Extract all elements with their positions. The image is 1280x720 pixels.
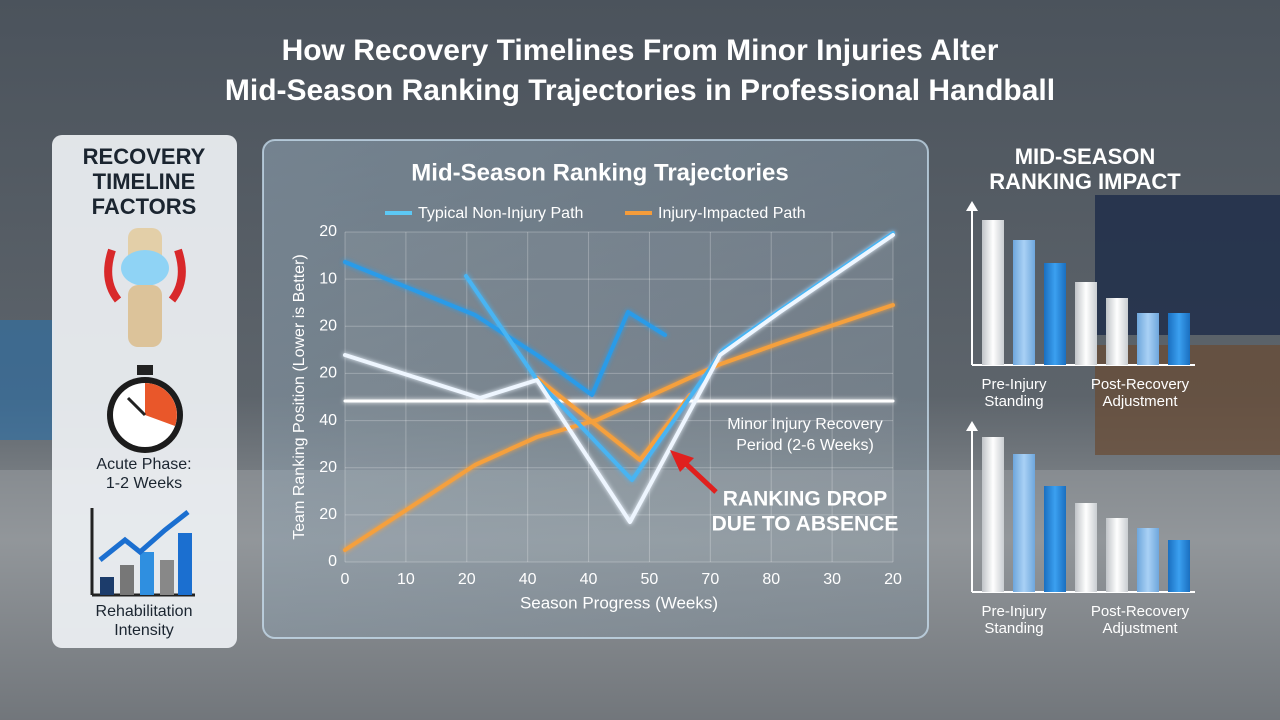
y-tick-label: 20	[319, 459, 337, 476]
trend-line	[535, 376, 692, 462]
mini-bar	[1013, 454, 1035, 592]
legend-label: Typical Non-Injury Path	[418, 205, 583, 222]
trend-line	[343, 303, 895, 552]
legend-label: Injury-Impacted Path	[658, 205, 806, 222]
mini-bar	[1137, 313, 1159, 365]
panel-title: FACTORS	[92, 194, 197, 219]
x-tick-label: 10	[397, 571, 415, 588]
y-tick-label: 40	[319, 412, 337, 429]
mini-bar	[1137, 528, 1159, 592]
mini-bar	[1106, 298, 1128, 365]
mini-bar	[1013, 240, 1035, 365]
mini-label: Adjustment	[1102, 393, 1178, 410]
x-tick-label: 20	[458, 571, 476, 588]
mini-label: Standing	[984, 393, 1043, 410]
y-tick-label: 20	[319, 318, 337, 335]
x-tick-label: 70	[701, 571, 719, 588]
mini-label: Standing	[984, 620, 1043, 637]
title: Mid-Season Ranking Trajectories in Profe…	[225, 74, 1055, 107]
x-tick-label: 0	[341, 571, 350, 588]
mini-bar	[1106, 518, 1128, 592]
item-label: 1-2 Weeks	[106, 475, 182, 492]
y-tick-label: 20	[319, 365, 337, 382]
panel-title: RANKING IMPACT	[989, 169, 1181, 194]
arrow	[670, 450, 718, 494]
mini-bar	[1075, 282, 1097, 365]
panel-title: RECOVERY	[83, 144, 206, 169]
y-tick-label: 20	[319, 223, 337, 240]
panel-title: MID-SEASON	[1015, 144, 1156, 169]
x-tick-label: 80	[762, 571, 780, 588]
title: How Recovery Timelines From Minor Injuri…	[282, 34, 999, 67]
trend-line	[343, 233, 895, 524]
annotation: Minor Injury Recovery	[727, 416, 883, 433]
x-axis-title: Season Progress (Weeks)	[520, 593, 718, 612]
item-label: Acute Phase:	[96, 456, 191, 473]
knee-icon	[104, 228, 186, 347]
annotation: Period (2-6 Weeks)	[736, 437, 874, 454]
mini-axis-arrow	[966, 201, 978, 211]
mini-bar	[1075, 503, 1097, 592]
item-label: Rehabilitation	[96, 603, 193, 620]
mini-bar	[1168, 540, 1190, 592]
stopwatch-icon	[107, 365, 183, 453]
mini-bar	[982, 220, 1004, 365]
mini-bar	[1044, 486, 1066, 592]
growth-icon	[90, 508, 195, 597]
lines	[343, 231, 895, 552]
mini-bar	[1168, 313, 1190, 365]
y-tick-label: 20	[319, 506, 337, 523]
mini-label: Pre-Injury	[981, 603, 1047, 620]
item-label: Intensity	[114, 622, 174, 639]
bg-screen	[0, 320, 55, 440]
trend-line	[343, 260, 667, 397]
annotation: RANKING DROP	[723, 488, 888, 511]
x-tick-label: 20	[884, 571, 902, 588]
y-tick-label: 10	[319, 270, 337, 287]
panel-title: TIMELINE	[93, 169, 196, 194]
mini-label: Adjustment	[1102, 620, 1178, 637]
y-tick-label: 0	[328, 553, 337, 570]
x-tick-label: 30	[823, 571, 841, 588]
x-tick-label: 40	[519, 571, 537, 588]
mini-charts: Pre-InjuryStandingPost-RecoveryAdjustmen…	[966, 201, 1195, 637]
annotation: DUE TO ABSENCE	[712, 513, 899, 536]
mini-label: Post-Recovery	[1091, 603, 1190, 620]
mini-label: Pre-Injury	[981, 376, 1047, 393]
mini-bar	[982, 437, 1004, 592]
x-tick-label: 50	[641, 571, 659, 588]
mini-label: Post-Recovery	[1091, 376, 1190, 393]
mini-bar	[1044, 263, 1066, 365]
y-axis-title: Team Ranking Position (Lower is Better)	[291, 254, 308, 539]
chart-title: Mid-Season Ranking Trajectories	[411, 159, 788, 186]
mini-axis-arrow	[966, 421, 978, 431]
x-tick-label: 40	[580, 571, 598, 588]
